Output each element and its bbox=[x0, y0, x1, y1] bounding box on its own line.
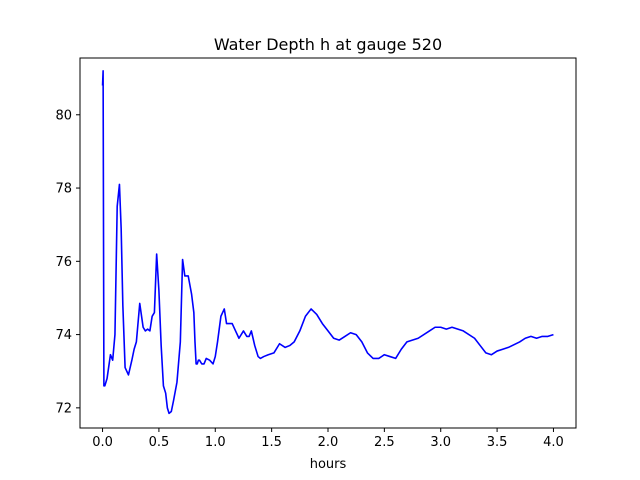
x-tick-label: 1.0 bbox=[205, 435, 226, 450]
x-tick-label: 2.5 bbox=[374, 435, 395, 450]
plot-frame bbox=[79, 57, 577, 429]
x-axis-label: hours bbox=[310, 457, 347, 472]
plot-area bbox=[101, 70, 554, 415]
x-tick-label: 3.0 bbox=[430, 435, 451, 450]
x-tick-label: 4.0 bbox=[543, 435, 564, 450]
y-tick-label: 78 bbox=[55, 182, 72, 197]
chart-title: Water Depth h at gauge 520 bbox=[214, 35, 442, 54]
y-tick-label: 72 bbox=[55, 401, 72, 416]
x-tick-label: 1.5 bbox=[261, 435, 282, 450]
y-tick-label: 80 bbox=[55, 108, 72, 123]
x-tick-label: 0.0 bbox=[92, 435, 113, 450]
x-tick-label: 0.5 bbox=[149, 435, 170, 450]
y-tick-label: 74 bbox=[55, 328, 72, 343]
x-tick-label: 2.0 bbox=[318, 435, 339, 450]
series-line-0 bbox=[101, 70, 554, 415]
axis-ticks: 0.0 0.5 1.0 1.5 2.0 2.5 3.0 3.5 4.0 72 74 76 78 80 bbox=[55, 108, 563, 450]
y-tick-label: 76 bbox=[55, 255, 72, 270]
x-tick-label: 3.5 bbox=[487, 435, 508, 450]
